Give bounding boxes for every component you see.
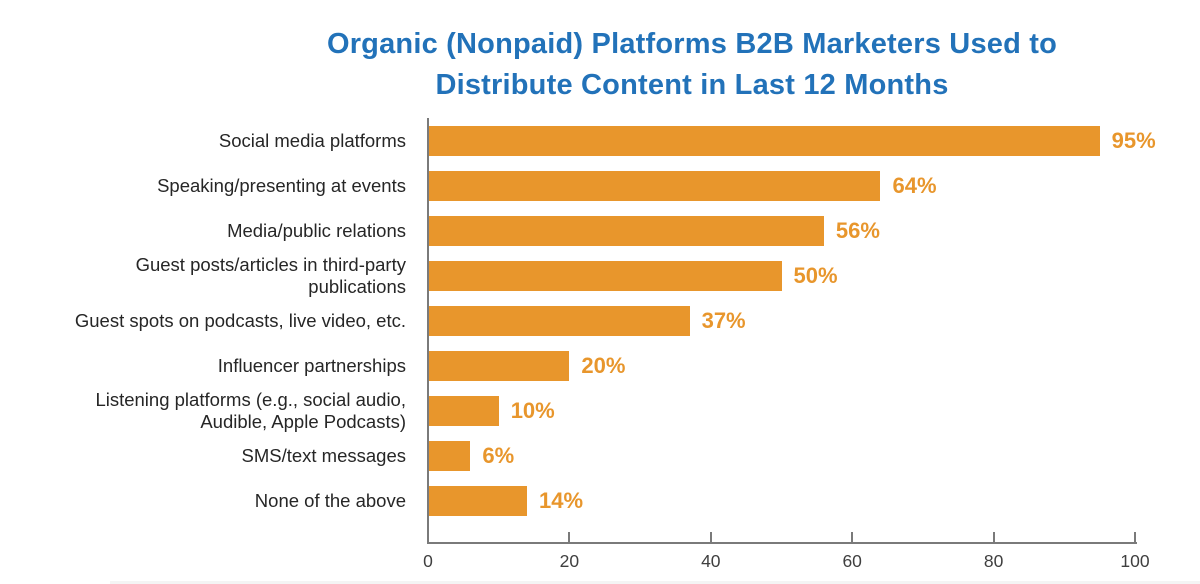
bar-area: 6% [428, 433, 1135, 478]
bar-area: 56% [428, 209, 1135, 254]
x-tick-mark [992, 532, 995, 542]
x-axis-line [427, 542, 1137, 544]
x-tick-mark [851, 532, 854, 542]
value-label: 14% [538, 487, 584, 513]
category-label: Listening platforms (e.g., social audio,… [95, 388, 406, 432]
bar-area: 50% [428, 254, 1135, 299]
bar-area: 20% [428, 343, 1135, 388]
bar-area: 64% [428, 164, 1135, 209]
chart-title: Organic (Nonpaid) Platforms B2B Marketer… [184, 24, 1200, 106]
bar [428, 306, 690, 336]
chart-row: Listening platforms (e.g., social audio,… [0, 388, 1135, 433]
category-label: Social media platforms [218, 130, 406, 152]
value-label: 6% [482, 442, 515, 468]
bar [428, 126, 1100, 157]
x-tick-label: 40 [701, 551, 721, 571]
y-axis-line [427, 118, 429, 544]
bar-area: 14% [428, 478, 1135, 523]
x-tick-label: 80 [983, 551, 1004, 571]
value-label: 10% [510, 397, 555, 423]
x-tick-label: 0 [423, 551, 433, 571]
x-tick-label: 20 [559, 551, 580, 571]
category-label: Guest posts/articles in third-party publ… [135, 254, 406, 298]
screenshot-bottom-edge [110, 581, 1200, 584]
bar [428, 485, 527, 516]
category-label: Media/public relations [227, 220, 406, 242]
chart-title-line2: Distribute Content in Last 12 Months [435, 69, 949, 101]
x-tick-mark [568, 532, 571, 542]
chart-row: Social media platforms 95% [0, 119, 1156, 164]
bar [428, 395, 499, 426]
value-label: 50% [793, 263, 838, 289]
bar-area: 95% [428, 119, 1156, 164]
chart-row: Speaking/presenting at events 64% [0, 164, 1135, 209]
chart-title-line1: Organic (Nonpaid) Platforms B2B Marketer… [326, 28, 1058, 60]
value-label: 56% [835, 218, 880, 244]
value-label: 95% [1111, 128, 1156, 154]
chart-row: Guest spots on podcasts, live video, etc… [0, 299, 1135, 344]
bar-area: 10% [428, 388, 1135, 433]
chart-row: SMS/text messages 6% [0, 433, 1135, 478]
category-label: Influencer partnerships [217, 354, 406, 376]
bar-rows: Social media platforms 95% Speaking/presen… [0, 119, 1156, 523]
category-label: Guest spots on podcasts, live video, etc… [74, 310, 406, 331]
x-tick-label: 100 [1120, 551, 1150, 571]
bar [428, 261, 782, 292]
value-label: 64% [892, 173, 937, 199]
x-tick-label: 60 [842, 551, 862, 571]
bar [428, 171, 881, 202]
bar [428, 216, 824, 247]
x-tick-mark [1134, 532, 1136, 542]
value-label: 20% [581, 352, 626, 378]
category-label: None of the above [254, 489, 406, 511]
category-label: Speaking/presenting at events [157, 175, 406, 197]
chart-row: Media/public relations 56% [0, 209, 1135, 254]
bar [428, 440, 471, 471]
chart-row: Influencer partnerships 20% [0, 343, 1135, 388]
x-tick-mark [709, 532, 712, 542]
bar [428, 350, 570, 381]
category-label: SMS/text messages [241, 444, 406, 466]
chart-row: Guest posts/articles in third-party publ… [0, 254, 1135, 299]
value-label: 37% [701, 308, 746, 333]
bar-area: 37% [428, 299, 1135, 344]
chart-row: None of the above 14% [0, 478, 1135, 523]
